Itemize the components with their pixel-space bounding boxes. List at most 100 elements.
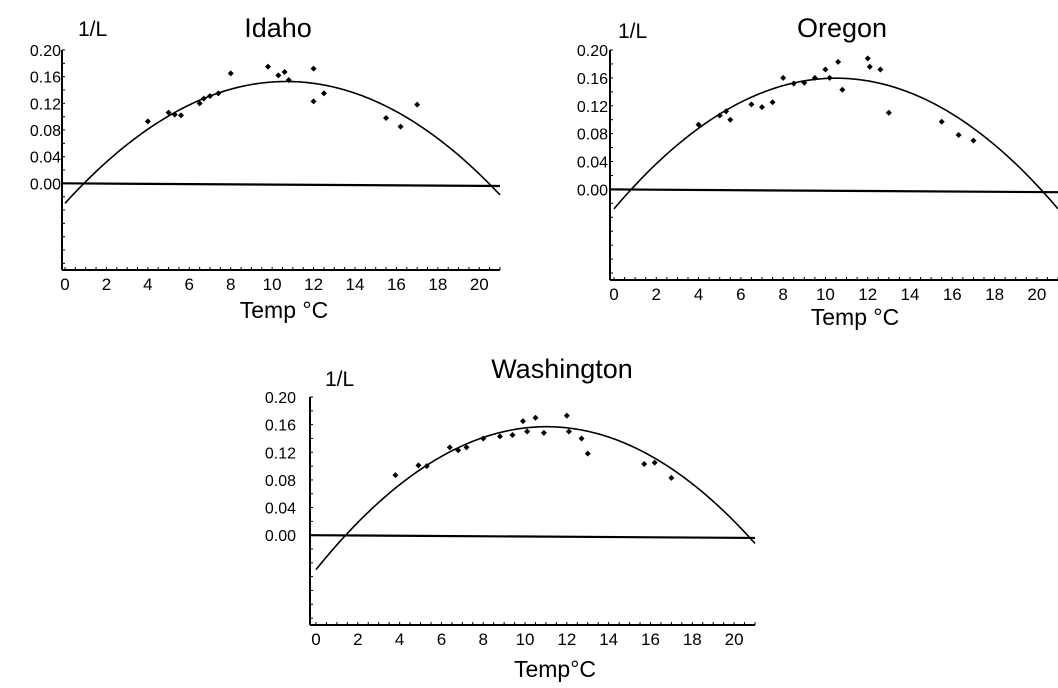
data-point: [144, 118, 151, 125]
data-point: [196, 100, 203, 107]
x-tick-label: 4: [143, 275, 152, 294]
x-axis-label: Temp°C: [514, 656, 596, 682]
y-tick-label: 0.08: [30, 123, 61, 140]
data-point: [716, 112, 723, 119]
data-point: [207, 93, 213, 99]
data-point: [285, 77, 292, 83]
x-tick-label: 14: [901, 285, 920, 304]
data-point: [727, 116, 734, 123]
x-tick-label: 0: [609, 285, 618, 304]
fit-curve: [64, 80, 501, 204]
chart-title: Washington: [491, 354, 633, 384]
data-point: [414, 101, 421, 108]
chart-title: Idaho: [244, 13, 312, 43]
y-tick-label: 0.12: [265, 445, 296, 462]
y-tick-label: 0.16: [30, 70, 61, 87]
y-tick-label: 0.12: [577, 99, 608, 116]
data-point: [811, 74, 818, 81]
y-tick-label: 0.20: [265, 390, 296, 407]
data-point: [641, 461, 648, 468]
y-tick-label: 0.16: [265, 418, 296, 435]
y-tick-label: 0.00: [30, 176, 61, 193]
x-tick-label: 6: [736, 285, 745, 304]
data-point: [171, 111, 178, 118]
data-point: [455, 447, 462, 454]
x-axis-label: Temp °C: [240, 297, 328, 323]
x-axis-label: Temp °C: [811, 304, 899, 330]
x-tick-label: 8: [778, 285, 787, 304]
x-tick-label: 16: [943, 285, 962, 304]
y-axis-label: 1/L: [78, 18, 107, 41]
x-tick-label: 10: [263, 275, 282, 294]
zero-baseline: [309, 534, 756, 540]
x-tick-label: 6: [437, 630, 446, 649]
data-point: [563, 412, 570, 419]
data-point: [790, 80, 797, 87]
data-point: [877, 66, 884, 73]
x-tick-label: 18: [985, 285, 1004, 304]
x-tick-label: 8: [479, 630, 488, 649]
x-tick-label: 2: [102, 275, 111, 294]
y-tick-label: 0.20: [577, 43, 608, 60]
data-point: [695, 121, 702, 128]
data-point: [215, 90, 222, 97]
data-point: [578, 435, 585, 442]
data-point: [769, 99, 776, 106]
data-point: [265, 63, 271, 70]
y-tick-label: 0.08: [265, 473, 296, 490]
data-point: [826, 74, 833, 81]
data-point: [565, 428, 572, 435]
data-point: [801, 79, 808, 86]
y-axis-label: 1/L: [618, 20, 647, 43]
x-tick-label: 12: [304, 275, 323, 294]
fit-curve: [315, 425, 756, 571]
chart-panel: Idaho 1/L 0.20 0.16 0.12 0.08 0.04 0.00 0 2 4 6 8 10 1…: [30, 13, 501, 323]
y-tick-label: 0.04: [30, 150, 61, 167]
data-point: [885, 109, 892, 116]
data-point: [165, 109, 172, 116]
data-point: [397, 123, 404, 130]
data-point: [496, 433, 503, 440]
data-point: [970, 137, 977, 144]
x-tick-label: 20: [470, 275, 489, 294]
data-point: [780, 74, 787, 81]
y-tick-label: 0.08: [577, 127, 608, 144]
x-tick-label: 10: [516, 630, 535, 649]
data-point: [383, 115, 390, 121]
x-tick-label: 20: [1027, 285, 1046, 304]
data-point: [320, 90, 327, 97]
data-point: [839, 86, 846, 93]
y-tick-label: 0.00: [577, 182, 608, 199]
data-point: [866, 63, 873, 70]
y-tick-label: 0.00: [265, 528, 296, 545]
x-tick-label: 14: [599, 630, 618, 649]
x-tick-label: 4: [694, 285, 703, 304]
data-point: [835, 58, 842, 65]
x-tick-label: 0: [311, 630, 320, 649]
data-point: [392, 472, 399, 479]
data-point: [759, 104, 765, 111]
chart-panel: Oregon 1/L 0.20 0.16 0.12 0.08 0.04 0.00 0 2 4 6 8 10…: [577, 13, 1058, 330]
x-tick-label: 14: [346, 275, 365, 294]
zero-baseline: [61, 182, 501, 188]
data-point: [938, 118, 945, 125]
y-tick-label: 0.04: [577, 155, 608, 172]
zero-baseline: [609, 188, 1058, 194]
fit-curve: [613, 77, 1058, 210]
data-point: [480, 435, 487, 442]
y-axis-label: 1/L: [325, 368, 354, 391]
data-point: [524, 428, 531, 435]
data-point: [415, 462, 422, 469]
x-tick-label: 4: [395, 630, 404, 649]
x-tick-label: 6: [185, 275, 194, 294]
data-point: [423, 463, 430, 470]
chart-panel: Washington 1/L 0.20 0.16 0.12 0.08 0.04 0.00 0 2 4…: [265, 354, 756, 682]
data-point: [748, 101, 755, 108]
data-point: [955, 132, 962, 139]
x-tick-label: 12: [557, 630, 576, 649]
data-point: [463, 444, 470, 451]
x-tick-label: 16: [641, 630, 660, 649]
x-tick-label: 8: [226, 275, 235, 294]
data-point: [668, 474, 675, 481]
